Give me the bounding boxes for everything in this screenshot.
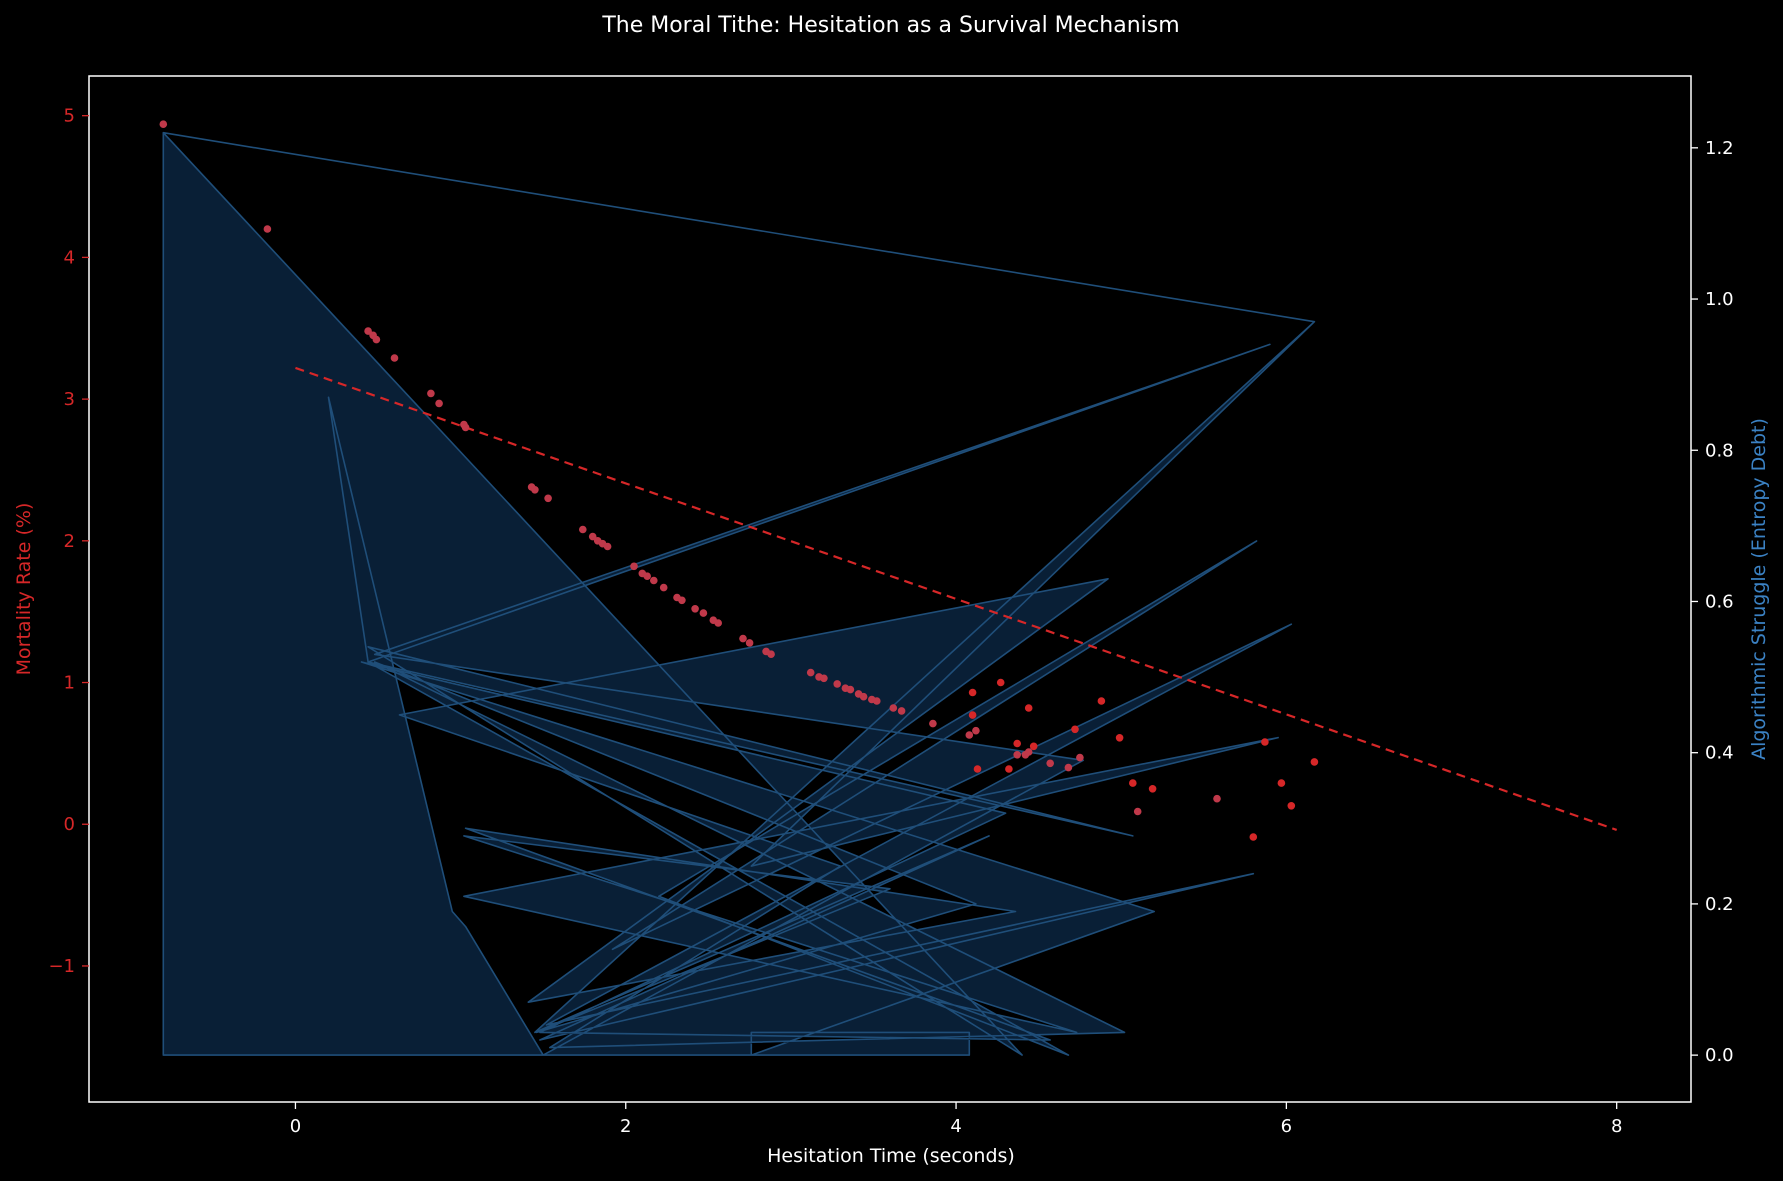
mortality-point [650, 576, 658, 585]
mortality-point [972, 726, 980, 735]
y2-tick-label: 0.8 [1705, 440, 1734, 461]
mortality-point [427, 389, 435, 398]
mortality-point [833, 680, 841, 688]
mortality-points-series [159, 120, 1319, 841]
mortality-point [544, 494, 552, 503]
mortality-point [159, 120, 168, 128]
x-tick-label: 2 [620, 1116, 631, 1137]
mortality-point [372, 335, 381, 344]
entropy-struggle-area [162, 131, 1316, 1056]
mortality-point [643, 572, 651, 580]
mortality-point [714, 619, 722, 627]
mortality-point [1013, 751, 1021, 759]
plot-area [159, 120, 1618, 1056]
mortality-point [630, 562, 638, 571]
mortality-point [1076, 753, 1084, 762]
mortality-point [435, 399, 443, 408]
mortality-point [968, 711, 977, 719]
mortality-point [1213, 794, 1221, 803]
mortality-point [461, 423, 470, 432]
mortality-point [1129, 779, 1137, 787]
mortality-point [691, 605, 699, 613]
y-tick-label: 1 [64, 673, 75, 694]
mortality-point [1024, 748, 1033, 756]
mortality-point [1133, 807, 1142, 816]
mortality-point [1310, 758, 1319, 766]
mortality-point [745, 639, 754, 647]
mortality-point [897, 707, 906, 715]
mortality-point [1071, 725, 1079, 734]
mortality-point [699, 609, 708, 617]
mortality-point [859, 692, 868, 701]
y2-tick-label: 0.0 [1705, 1045, 1734, 1066]
mortality-point [929, 719, 937, 728]
trend-line-series [295, 366, 1618, 831]
y-tick-label: −1 [48, 956, 75, 977]
y-tick-label: 0 [64, 814, 75, 835]
x-tick-label: 4 [950, 1116, 961, 1137]
y-axis-left: −1 0 1 2 3 4 5 [48, 106, 89, 977]
x-tick-label: 8 [1611, 1116, 1622, 1137]
mortality-point [1064, 763, 1073, 772]
y-axis-left-label: Mortality Rate (%) [13, 503, 35, 676]
y2-tick-label: 0.6 [1705, 591, 1734, 612]
axes-frame [88, 75, 1692, 1103]
y-axis-right-label: Algorithmic Struggle (Entropy Debt) [1748, 418, 1770, 760]
mortality-point [588, 532, 597, 541]
y-tick-label: 3 [64, 389, 75, 410]
x-axis: 0 2 4 6 8 [290, 1102, 1622, 1137]
mortality-point [263, 225, 272, 233]
mortality-point [1115, 734, 1124, 742]
y2-tick-label: 1.2 [1705, 138, 1734, 159]
mortality-point [889, 704, 898, 712]
y-tick-label: 2 [64, 531, 75, 552]
mortality-point [364, 327, 372, 335]
y-tick-label: 5 [64, 106, 75, 127]
mortality-point [1029, 742, 1038, 751]
x-tick-label: 0 [290, 1116, 301, 1137]
chart-title: The Moral Tithe: Hesitation as a Surviva… [601, 13, 1179, 38]
mortality-point [973, 765, 982, 773]
mortality-point [1277, 779, 1286, 787]
y-tick-label: 4 [64, 247, 75, 268]
mortality-point [531, 486, 539, 494]
x-tick-label: 6 [1281, 1116, 1292, 1137]
mortality-point [767, 650, 775, 658]
mortality-point [1005, 765, 1013, 773]
trend-line [295, 366, 1618, 831]
mortality-point [820, 674, 828, 683]
mortality-point [873, 697, 881, 705]
mortality-point [1148, 785, 1157, 793]
y2-tick-label: 1.0 [1705, 289, 1734, 310]
x-axis-label: Hesitation Time (seconds) [767, 1145, 1015, 1167]
mortality-point [1287, 802, 1296, 810]
mortality-point [996, 678, 1005, 687]
mortality-point [1249, 833, 1258, 841]
y-axis-right: 0.0 0.2 0.4 0.6 0.8 1.0 1.2 [1691, 138, 1734, 1066]
y2-tick-label: 0.2 [1705, 894, 1734, 915]
y2-tick-label: 0.4 [1705, 743, 1734, 764]
mortality-point [390, 354, 399, 362]
mortality-point [968, 688, 977, 697]
mortality-point [603, 542, 612, 551]
mortality-point [739, 634, 747, 643]
mortality-point [846, 685, 855, 694]
mortality-point [806, 668, 815, 677]
mortality-point [1046, 759, 1054, 768]
mortality-point [678, 596, 686, 605]
mortality-point [1013, 739, 1021, 748]
mortality-point [1097, 697, 1106, 705]
mortality-point [1261, 738, 1269, 746]
entropy-series [162, 131, 1316, 1056]
mortality-point [965, 731, 974, 739]
mortality-point [659, 583, 668, 592]
mortality-point [579, 525, 587, 534]
mortality-point [1024, 704, 1033, 712]
